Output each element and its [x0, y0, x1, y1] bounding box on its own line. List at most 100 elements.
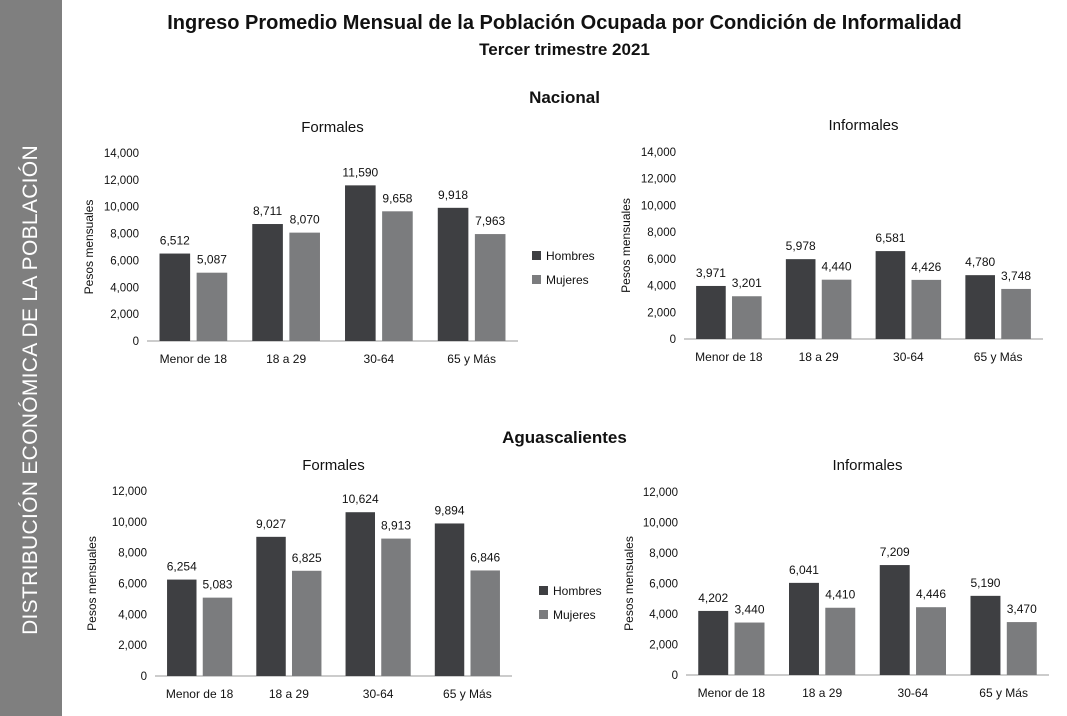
bar-hombres	[434, 523, 465, 676]
y-tick-label: 10,000	[112, 517, 147, 529]
x-tick-label: 18 a 29	[802, 686, 842, 700]
data-label: 5,083	[202, 578, 232, 592]
bar-mujeres	[1006, 622, 1037, 675]
bar-mujeres	[732, 296, 762, 339]
bar-mujeres	[911, 279, 942, 339]
y-tick-label: 6,000	[649, 579, 678, 591]
y-tick-label: 10,000	[641, 200, 676, 212]
chart-title: Informales	[832, 457, 902, 474]
bar-hombres	[345, 512, 376, 676]
data-label: 4,780	[965, 255, 995, 269]
legend-label-mujeres: Mujeres	[553, 608, 596, 622]
y-axis-label: Pesos mensuales	[622, 536, 636, 631]
x-tick-label: 18 a 29	[799, 350, 839, 364]
legend-swatch-hombres	[532, 251, 541, 260]
y-tick-label: 8,000	[649, 548, 678, 560]
x-tick-label: 30-64	[363, 687, 394, 701]
y-tick-label: 10,000	[643, 518, 678, 530]
chart-title: Formales	[302, 457, 365, 474]
bar-hombres	[698, 610, 729, 675]
y-tick-label: 10,000	[104, 202, 139, 214]
x-tick-label: 30-64	[898, 686, 929, 700]
bar-hombres	[252, 224, 283, 341]
y-tick-label: 0	[141, 671, 147, 683]
bar-mujeres	[291, 570, 322, 676]
y-tick-label: 2,000	[118, 640, 147, 652]
data-label: 6,512	[160, 234, 190, 248]
y-tick-label: 8,000	[118, 548, 147, 560]
y-tick-label: 12,000	[112, 486, 147, 498]
bar-mujeres	[916, 607, 946, 675]
data-label: 3,748	[1001, 269, 1031, 283]
y-tick-label: 0	[672, 670, 678, 682]
y-axis-label: Pesos mensuales	[85, 536, 99, 631]
bar-hombres	[256, 536, 286, 676]
data-label: 4,446	[916, 587, 946, 601]
bar-mujeres	[196, 272, 228, 341]
data-label: 4,410	[825, 588, 855, 602]
y-tick-label: 12,000	[104, 175, 139, 187]
legend-swatch-mujeres	[539, 610, 548, 619]
y-tick-label: 6,000	[118, 579, 147, 591]
y-tick-label: 6,000	[110, 255, 139, 267]
data-label: 3,971	[696, 266, 726, 280]
x-tick-label: 65 y Más	[443, 687, 492, 701]
bar-mujeres	[381, 538, 411, 676]
data-label: 6,825	[292, 551, 322, 565]
x-tick-label: 65 y Más	[974, 350, 1023, 364]
data-label: 11,590	[342, 165, 378, 179]
x-tick-label: Menor de 18	[160, 352, 228, 366]
y-tick-label: 4,000	[110, 282, 139, 294]
chart-title: Formales	[301, 119, 364, 136]
data-label: 8,913	[381, 519, 411, 533]
y-tick-label: 2,000	[110, 309, 139, 321]
y-tick-label: 6,000	[647, 254, 676, 266]
data-label: 3,470	[1007, 602, 1037, 616]
bar-hombres	[159, 253, 191, 341]
data-label: 9,027	[256, 517, 286, 531]
main-title: Ingreso Promedio Mensual de la Población…	[167, 12, 962, 34]
bar-hombres	[437, 207, 469, 341]
data-label: 5,087	[197, 253, 227, 267]
legend-swatch-mujeres	[532, 275, 541, 284]
bar-hombres	[345, 185, 376, 341]
bar-hombres	[789, 582, 819, 675]
bar-mujeres	[289, 232, 320, 341]
bar-mujeres	[474, 234, 506, 341]
data-label: 5,190	[970, 576, 1000, 590]
data-label: 5,978	[786, 239, 816, 253]
y-tick-label: 0	[670, 334, 676, 346]
data-label: 10,624	[342, 492, 379, 506]
data-label: 8,070	[290, 213, 320, 227]
x-tick-label: 30-64	[364, 352, 395, 366]
y-tick-label: 12,000	[641, 174, 676, 186]
y-tick-label: 0	[133, 336, 139, 348]
x-tick-label: 18 a 29	[266, 352, 306, 366]
x-tick-label: Menor de 18	[695, 350, 763, 364]
bar-hombres	[970, 595, 1001, 675]
y-tick-label: 2,000	[647, 307, 676, 319]
y-tick-label: 12,000	[643, 487, 678, 499]
bar-hombres	[965, 275, 995, 339]
legend-label-mujeres: Mujeres	[546, 273, 589, 287]
data-label: 3,201	[732, 276, 762, 290]
bar-mujeres	[821, 279, 852, 339]
data-label: 6,581	[875, 231, 905, 245]
subtitle: Tercer trimestre 2021	[479, 40, 650, 59]
x-tick-label: Menor de 18	[698, 686, 766, 700]
data-label: 3,440	[735, 603, 765, 617]
section-title-aguascalientes: Aguascalientes	[502, 428, 627, 447]
y-tick-label: 8,000	[110, 229, 139, 241]
x-tick-label: 18 a 29	[269, 687, 309, 701]
y-tick-label: 14,000	[104, 148, 139, 160]
data-label: 8,711	[253, 204, 282, 218]
y-axis-label: Pesos mensuales	[619, 198, 633, 293]
x-tick-label: 30-64	[893, 350, 924, 364]
legend-label-hombres: Hombres	[546, 249, 595, 263]
data-label: 9,658	[382, 191, 412, 205]
y-tick-label: 4,000	[118, 609, 147, 621]
